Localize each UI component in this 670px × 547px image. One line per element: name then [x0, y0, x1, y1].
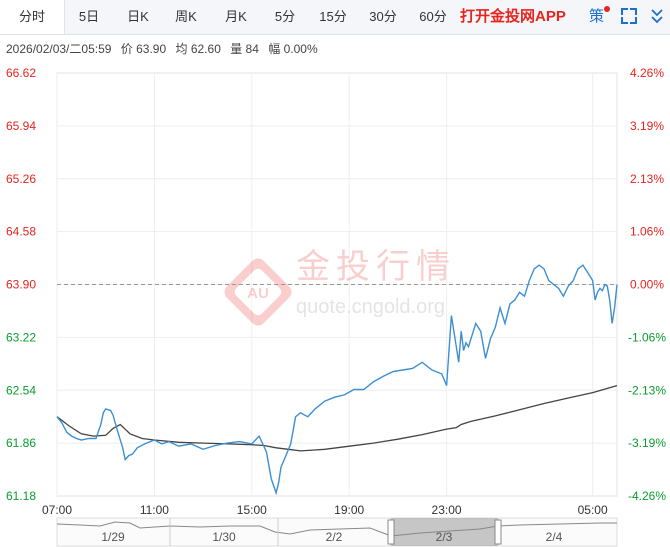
y-tick-label-right: 1.06% — [630, 225, 664, 239]
y-tick-label-right: 4.26% — [630, 66, 664, 80]
y-tick-label-left: 61.18 — [6, 489, 36, 503]
tab-60-min[interactable]: 60分 — [419, 9, 447, 24]
x-tick-label: 05:00 — [578, 503, 608, 517]
navigator-right-handle[interactable] — [494, 519, 502, 545]
y-tick-label-right: 2.13% — [630, 172, 664, 186]
navigator-dates: 1/29 1/30 2/2 2/3 2/4 — [101, 530, 562, 544]
navigator-date-label: 2/3 — [436, 530, 453, 544]
quote-average: 均 62.60 — [175, 42, 221, 56]
quote-info-bar: 2026/02/03/二05:59 价 63.90 均 62.60 量 84 幅… — [6, 40, 324, 57]
average-price-line — [56, 384, 618, 452]
watermark-brand: 金投行情 — [296, 248, 456, 286]
x-tick-label: 19:00 — [334, 503, 364, 517]
y-tick-label-left: 65.94 — [6, 119, 36, 133]
navigator-date-label: 2/2 — [326, 530, 343, 544]
navigator-mini-line — [56, 521, 617, 537]
navigator-date-label: 2/4 — [546, 530, 563, 544]
watermark-url: quote.cngold.org — [296, 296, 445, 318]
tab-5-min[interactable]: 5分 — [274, 9, 296, 24]
x-axis: 07:00 11:00 15:00 19:00 23:00 05:00 — [42, 503, 608, 517]
y-tick-label-left: 65.26 — [6, 172, 36, 186]
open-app-link[interactable]: 打开金投网APP — [460, 8, 566, 25]
navigator-left-handle[interactable] — [387, 519, 395, 545]
tab-intraday[interactable]: 分时 — [0, 0, 65, 34]
y-tick-label-right: -2.13% — [628, 383, 666, 397]
y-axis-right: 4.26% 3.19% 2.13% 1.06% 0.00% -1.06% -2.13% -3.… — [628, 66, 666, 503]
strategy-button[interactable]: 策 — [589, 8, 605, 25]
navigator-date-label: 1/30 — [212, 530, 236, 544]
tab-30-min[interactable]: 30分 — [369, 9, 397, 24]
y-tick-label-right: 3.19% — [630, 119, 664, 133]
watermark-logo-icon: AU — [224, 258, 292, 326]
tab-15-min[interactable]: 15分 — [319, 9, 347, 24]
y-axis-left: 66.62 65.94 65.26 64.58 63.90 63.22 62.54 61.86… — [6, 66, 36, 503]
y-tick-label-left: 63.90 — [6, 278, 36, 292]
notification-dot — [604, 6, 610, 12]
y-tick-label-right: -3.19% — [628, 436, 666, 450]
x-tick-label: 11:00 — [140, 503, 169, 517]
y-tick-label-left: 63.22 — [6, 330, 36, 344]
navigator-date-label: 1/29 — [101, 530, 125, 544]
tab-daily-k[interactable]: 日K — [127, 9, 149, 24]
quote-price: 价 63.90 — [120, 42, 167, 56]
y-tick-label-left: 66.62 — [6, 66, 36, 80]
quote-change: 幅 0.00% — [268, 42, 318, 56]
y-tick-label-right: 0.00% — [630, 278, 664, 292]
fullscreen-icon[interactable] — [621, 8, 637, 24]
chevron-down-icon[interactable] — [650, 6, 664, 26]
quote-datetime: 2026/02/03/二05:59 — [6, 42, 112, 56]
x-tick-label: 15:00 — [237, 503, 267, 517]
quote-volume: 量 84 — [230, 42, 259, 56]
navigator-selection[interactable] — [391, 518, 498, 546]
period-tab-bar: 分时 5日 日K 周K 月K 5分 15分 30分 60分 打开金投网APP 策 — [0, 0, 670, 35]
watermark-logo-text: AU — [247, 285, 269, 302]
y-tick-label-right: -1.06% — [628, 330, 666, 344]
price-line — [56, 264, 618, 496]
y-tick-label-left: 64.58 — [6, 225, 36, 239]
y-tick-label-right: -4.26% — [628, 489, 666, 503]
x-tick-label: 23:00 — [432, 503, 462, 517]
watermark: AU 金投行情 quote.cngold.org — [224, 248, 456, 326]
x-tick-label: 07:00 — [42, 503, 72, 517]
tab-5-day[interactable]: 5日 — [78, 9, 100, 24]
y-tick-label-left: 61.86 — [6, 436, 36, 450]
tab-weekly-k[interactable]: 周K — [175, 9, 197, 24]
time-navigator[interactable]: 1/29 1/30 2/2 2/3 2/4 — [56, 517, 618, 547]
tab-monthly-k[interactable]: 月K — [225, 9, 247, 24]
y-tick-label-left: 62.54 — [6, 383, 36, 397]
